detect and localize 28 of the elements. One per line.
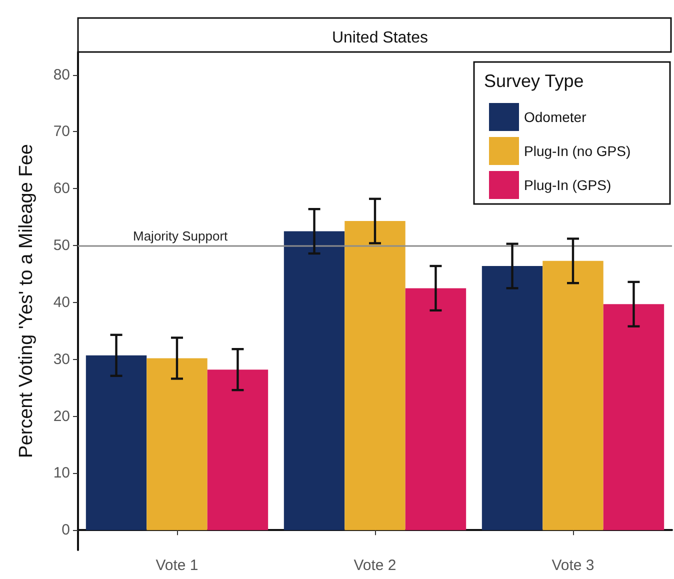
bar	[284, 231, 345, 530]
bar	[542, 260, 604, 530]
bar	[146, 358, 208, 530]
y-tick-label: 0	[62, 522, 70, 539]
y-tick-label: 80	[53, 66, 70, 84]
bar	[482, 266, 543, 530]
chart-title: United States	[332, 30, 428, 46]
bar	[207, 370, 268, 530]
bar	[405, 288, 466, 530]
y-tick-label: 60	[53, 180, 70, 198]
bar	[603, 304, 664, 530]
bar	[344, 221, 406, 530]
bar	[86, 355, 147, 530]
y-axis-title: Percent Voting 'Yes' to a Mileage Fee	[16, 144, 37, 458]
ref-line-label: Majority Support	[133, 228, 228, 244]
x-tick-label: Vote 3	[552, 557, 594, 574]
y-tick-label: 20	[53, 408, 70, 425]
legend-title: Survey Type	[484, 71, 584, 91]
y-tick-label: 50	[53, 237, 70, 254]
y-tick-label: 30	[53, 350, 70, 368]
y-tick-label: 70	[53, 123, 70, 140]
legend-label: Odometer	[524, 109, 587, 125]
x-tick-label: Vote 2	[354, 557, 396, 574]
legend-label: Plug-In (GPS)	[524, 177, 612, 193]
y-tick-label: 10	[53, 464, 70, 482]
x-tick-label: Vote 1	[156, 557, 198, 574]
legend-label: Plug-In (no GPS)	[524, 143, 631, 159]
y-tick-label: 40	[53, 294, 70, 311]
